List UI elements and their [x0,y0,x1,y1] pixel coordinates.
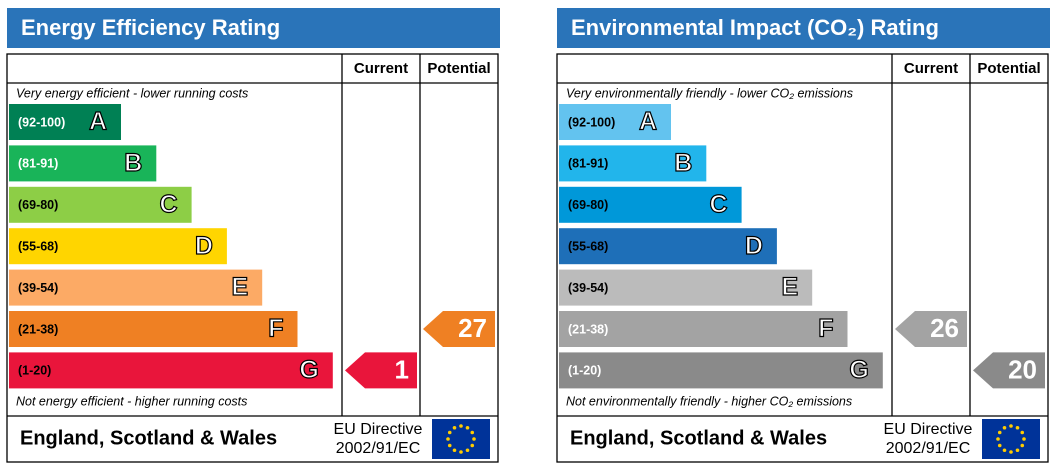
top-note: Very environmentally friendly - lower CO… [566,86,853,100]
frame [556,53,1049,463]
rating-arrow [423,311,495,347]
band-letter: D [195,232,213,260]
rating-arrow [973,352,1045,389]
flag-star [1002,448,1007,453]
flag-star [1022,437,1026,441]
band-letter: D [745,232,763,260]
band-letter: E [232,273,249,301]
band [559,186,742,223]
flag-star [1015,448,1020,453]
band [9,352,333,389]
band-letter: C [710,190,728,218]
rating-arrow [895,311,967,347]
band-range: (21-38) [18,322,58,336]
band [559,145,707,182]
flag-star [1009,450,1013,454]
frame [6,53,499,463]
column-header: Current [904,60,958,77]
flag-star [997,443,1002,448]
flag-star [1015,425,1020,430]
directive-line: 2002/91/EC [336,440,421,457]
rating-value: 27 [458,313,487,343]
flag-star [1020,443,1025,448]
bottom-note: Not energy efficient - higher running co… [16,394,247,408]
band-range: (21-38) [568,322,608,336]
flag-star [447,443,452,448]
band-letter: F [818,315,833,343]
column-header: Potential [977,60,1040,77]
band [559,228,777,265]
band-letter: C [160,190,178,218]
flag-star [1009,424,1013,428]
band-range: (81-91) [18,157,58,171]
band-letter: F [268,315,283,343]
rating-value: 20 [1008,354,1037,384]
band-range: (69-80) [568,198,608,212]
rating-value: 1 [395,354,409,384]
flag-star [472,437,476,441]
flag-star [459,424,463,428]
panel-title: Environmental Impact (CO₂) Rating [571,15,939,40]
flag-star [997,430,1002,435]
band [9,269,263,306]
region: England, Scotland & Wales [20,427,277,449]
band [9,311,298,347]
band [559,352,883,389]
panel-title: Energy Efficiency Rating [21,15,280,40]
band-range: (92-100) [18,115,65,129]
region: England, Scotland & Wales [570,427,827,449]
flag-star [446,437,450,441]
band [9,145,157,182]
directive-line: EU Directive [884,421,973,438]
band-letter: A [639,108,657,136]
band-range: (39-54) [568,281,608,295]
band-range: (55-68) [568,239,608,253]
band-range: (1-20) [18,364,51,378]
band-range: (55-68) [18,239,58,253]
band-range: (92-100) [568,115,615,129]
band-range: (1-20) [568,364,601,378]
flag-star [452,425,457,430]
band-range: (69-80) [18,198,58,212]
band [9,228,227,265]
band [9,186,192,223]
band-range: (81-91) [568,157,608,171]
band-letter: A [89,108,107,136]
bottom-note: Not environmentally friendly - higher CO… [566,394,852,408]
column-header: Current [354,60,408,77]
flag-star [459,450,463,454]
flag-star [996,437,1000,441]
flag-star [470,443,475,448]
rating-value: 26 [930,313,959,343]
band-letter: G [849,356,868,384]
band-letter: B [124,149,142,177]
flag-star [447,430,452,435]
flag-star [1002,425,1007,430]
column-header: Potential [427,60,490,77]
title-bar [7,8,500,48]
band [9,104,121,140]
title-bar [557,8,1050,48]
band-letter: E [782,273,799,301]
flag-star [1020,430,1025,435]
directive-line: EU Directive [334,421,423,438]
band-letter: B [674,149,692,177]
flag-star [452,448,457,453]
flag-star [470,430,475,435]
band [559,269,813,306]
flag-star [465,425,470,430]
rating-arrow [345,352,417,389]
band-range: (39-54) [18,281,58,295]
band [559,104,671,140]
directive-line: 2002/91/EC [886,440,971,457]
band [559,311,848,347]
top-note: Very energy efficient - lower running co… [16,86,248,100]
flag-star [465,448,470,453]
band-letter: G [299,356,318,384]
